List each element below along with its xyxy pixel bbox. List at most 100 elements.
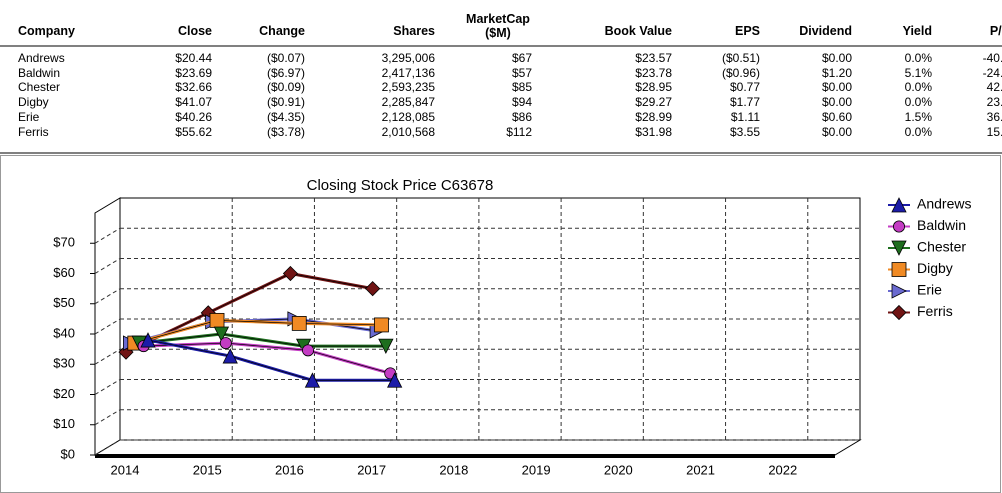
column-header: P/E bbox=[989, 24, 1002, 38]
table-cell: Baldwin bbox=[18, 65, 61, 80]
table-cell: ($0.51) bbox=[721, 51, 760, 65]
table-cell: ($3.78) bbox=[266, 124, 305, 139]
table-cell: $23.78 bbox=[635, 65, 672, 80]
grid-line bbox=[94, 379, 121, 395]
table-cell: ($0.09) bbox=[266, 80, 305, 95]
legend-marker bbox=[891, 304, 907, 321]
x-tick-label: 2021 bbox=[686, 462, 715, 477]
grid-line bbox=[94, 318, 121, 335]
marker bbox=[365, 281, 381, 297]
table-cell: $86 bbox=[511, 109, 532, 124]
legend-marker bbox=[891, 240, 907, 256]
stock-table: Company Close Change Shares MarketCap ($M) Bo… bbox=[0, 0, 1002, 155]
table-cell: $3.55 bbox=[729, 124, 760, 139]
table-cell: 0.0% bbox=[904, 95, 932, 110]
y-tick-label: $60 bbox=[53, 265, 75, 280]
column-header: Company bbox=[18, 24, 75, 38]
table-cell: $23.57 bbox=[635, 51, 672, 65]
table-cell: Digby bbox=[18, 95, 49, 110]
table-cell: 2,417,136 bbox=[381, 65, 435, 80]
legend-label: Ferris bbox=[917, 303, 953, 319]
table-cell: 0.0% bbox=[904, 51, 932, 65]
series-line-edge bbox=[139, 333, 386, 347]
legend-label: Chester bbox=[917, 239, 966, 255]
table-cell: $29.27 bbox=[635, 95, 672, 110]
marker bbox=[304, 372, 321, 388]
x-tick-label: 2019 bbox=[522, 462, 551, 477]
column-header: Shares bbox=[393, 24, 435, 38]
marker bbox=[222, 348, 238, 364]
table-cell: 2,593,235 bbox=[381, 80, 435, 95]
y-tick-label: $10 bbox=[53, 416, 75, 431]
table-cell: 0.0% bbox=[904, 124, 932, 139]
y-tick-label: $40 bbox=[53, 325, 75, 340]
table-cell: $1.77 bbox=[729, 95, 760, 110]
legend-label: Digby bbox=[917, 260, 953, 276]
table-cell: $1.11 bbox=[730, 109, 760, 124]
table-cell: $94 bbox=[511, 95, 532, 110]
y-tick-label: $30 bbox=[53, 356, 75, 371]
grid-line bbox=[94, 439, 121, 456]
grid-line bbox=[94, 409, 121, 426]
x-tick-label: 2018 bbox=[439, 462, 468, 477]
table-cell: $1.20 bbox=[821, 65, 852, 80]
table-cell: $28.95 bbox=[635, 80, 672, 95]
table-cell: 2,128,085 bbox=[381, 109, 435, 124]
series-line-edge bbox=[143, 342, 391, 374]
table-cell: 2,285,847 bbox=[381, 95, 435, 110]
marker bbox=[291, 316, 307, 331]
table-cell: 0.0% bbox=[904, 80, 932, 95]
table-cell: $0.60 bbox=[821, 109, 852, 124]
table-cell: $20.44 bbox=[175, 51, 212, 65]
legend-marker bbox=[891, 283, 907, 299]
column-header: Change bbox=[259, 24, 305, 38]
table-cell: $67 bbox=[511, 51, 532, 65]
table-cell: $57 bbox=[511, 65, 532, 80]
grid-line bbox=[94, 258, 121, 274]
table-cell: $32.66 bbox=[175, 80, 212, 95]
table-cell: $23.69 bbox=[175, 65, 212, 80]
y-tick-label: $50 bbox=[53, 295, 75, 310]
legend-label: Baldwin bbox=[917, 217, 966, 233]
table-cell: 42.4 bbox=[986, 80, 1002, 95]
marker bbox=[140, 332, 156, 348]
table-cell: $0.00 bbox=[821, 51, 852, 65]
marker bbox=[302, 344, 315, 357]
floor bbox=[93, 439, 862, 456]
table-cell: 15.7 bbox=[986, 124, 1002, 139]
marker bbox=[209, 312, 225, 328]
column-header: MarketCap ($M) bbox=[466, 12, 530, 40]
chart-title: Closing Stock Price C63678 bbox=[307, 177, 494, 194]
table-cell: $112 bbox=[506, 124, 532, 139]
table-cell: $0.00 bbox=[821, 80, 852, 95]
table-cell: $28.99 bbox=[635, 109, 672, 124]
x-tick-label: 2015 bbox=[193, 462, 222, 477]
legend-marker bbox=[891, 197, 907, 213]
table-cell: ($0.91) bbox=[266, 95, 305, 110]
table-cell: Andrews bbox=[18, 51, 65, 65]
marker bbox=[213, 326, 230, 342]
column-header: Yield bbox=[902, 24, 932, 38]
table-cell: -24.7 bbox=[982, 65, 1002, 80]
x-tick-label: 2022 bbox=[768, 462, 797, 477]
table-cell: ($6.97) bbox=[266, 65, 305, 80]
table-cell: $41.07 bbox=[175, 95, 212, 110]
table-cell: 5.1% bbox=[904, 65, 932, 80]
table-cell: 23.2 bbox=[986, 95, 1002, 110]
table-cell: ($4.35) bbox=[266, 109, 305, 124]
y-tick-label: $20 bbox=[53, 386, 75, 401]
column-header: Close bbox=[177, 24, 212, 38]
marker bbox=[374, 317, 389, 333]
marker bbox=[378, 338, 394, 354]
table-cell: -40.1 bbox=[982, 51, 1002, 65]
grid-line bbox=[94, 227, 121, 244]
legend-marker bbox=[891, 262, 907, 277]
y-tick-label: $0 bbox=[61, 446, 75, 461]
legend-label: Andrews bbox=[917, 196, 971, 212]
column-header: EPS bbox=[734, 24, 760, 38]
x-tick-label: 2017 bbox=[357, 462, 386, 477]
table-cell: 36.3 bbox=[986, 109, 1002, 124]
table-cell: Chester bbox=[18, 80, 61, 95]
